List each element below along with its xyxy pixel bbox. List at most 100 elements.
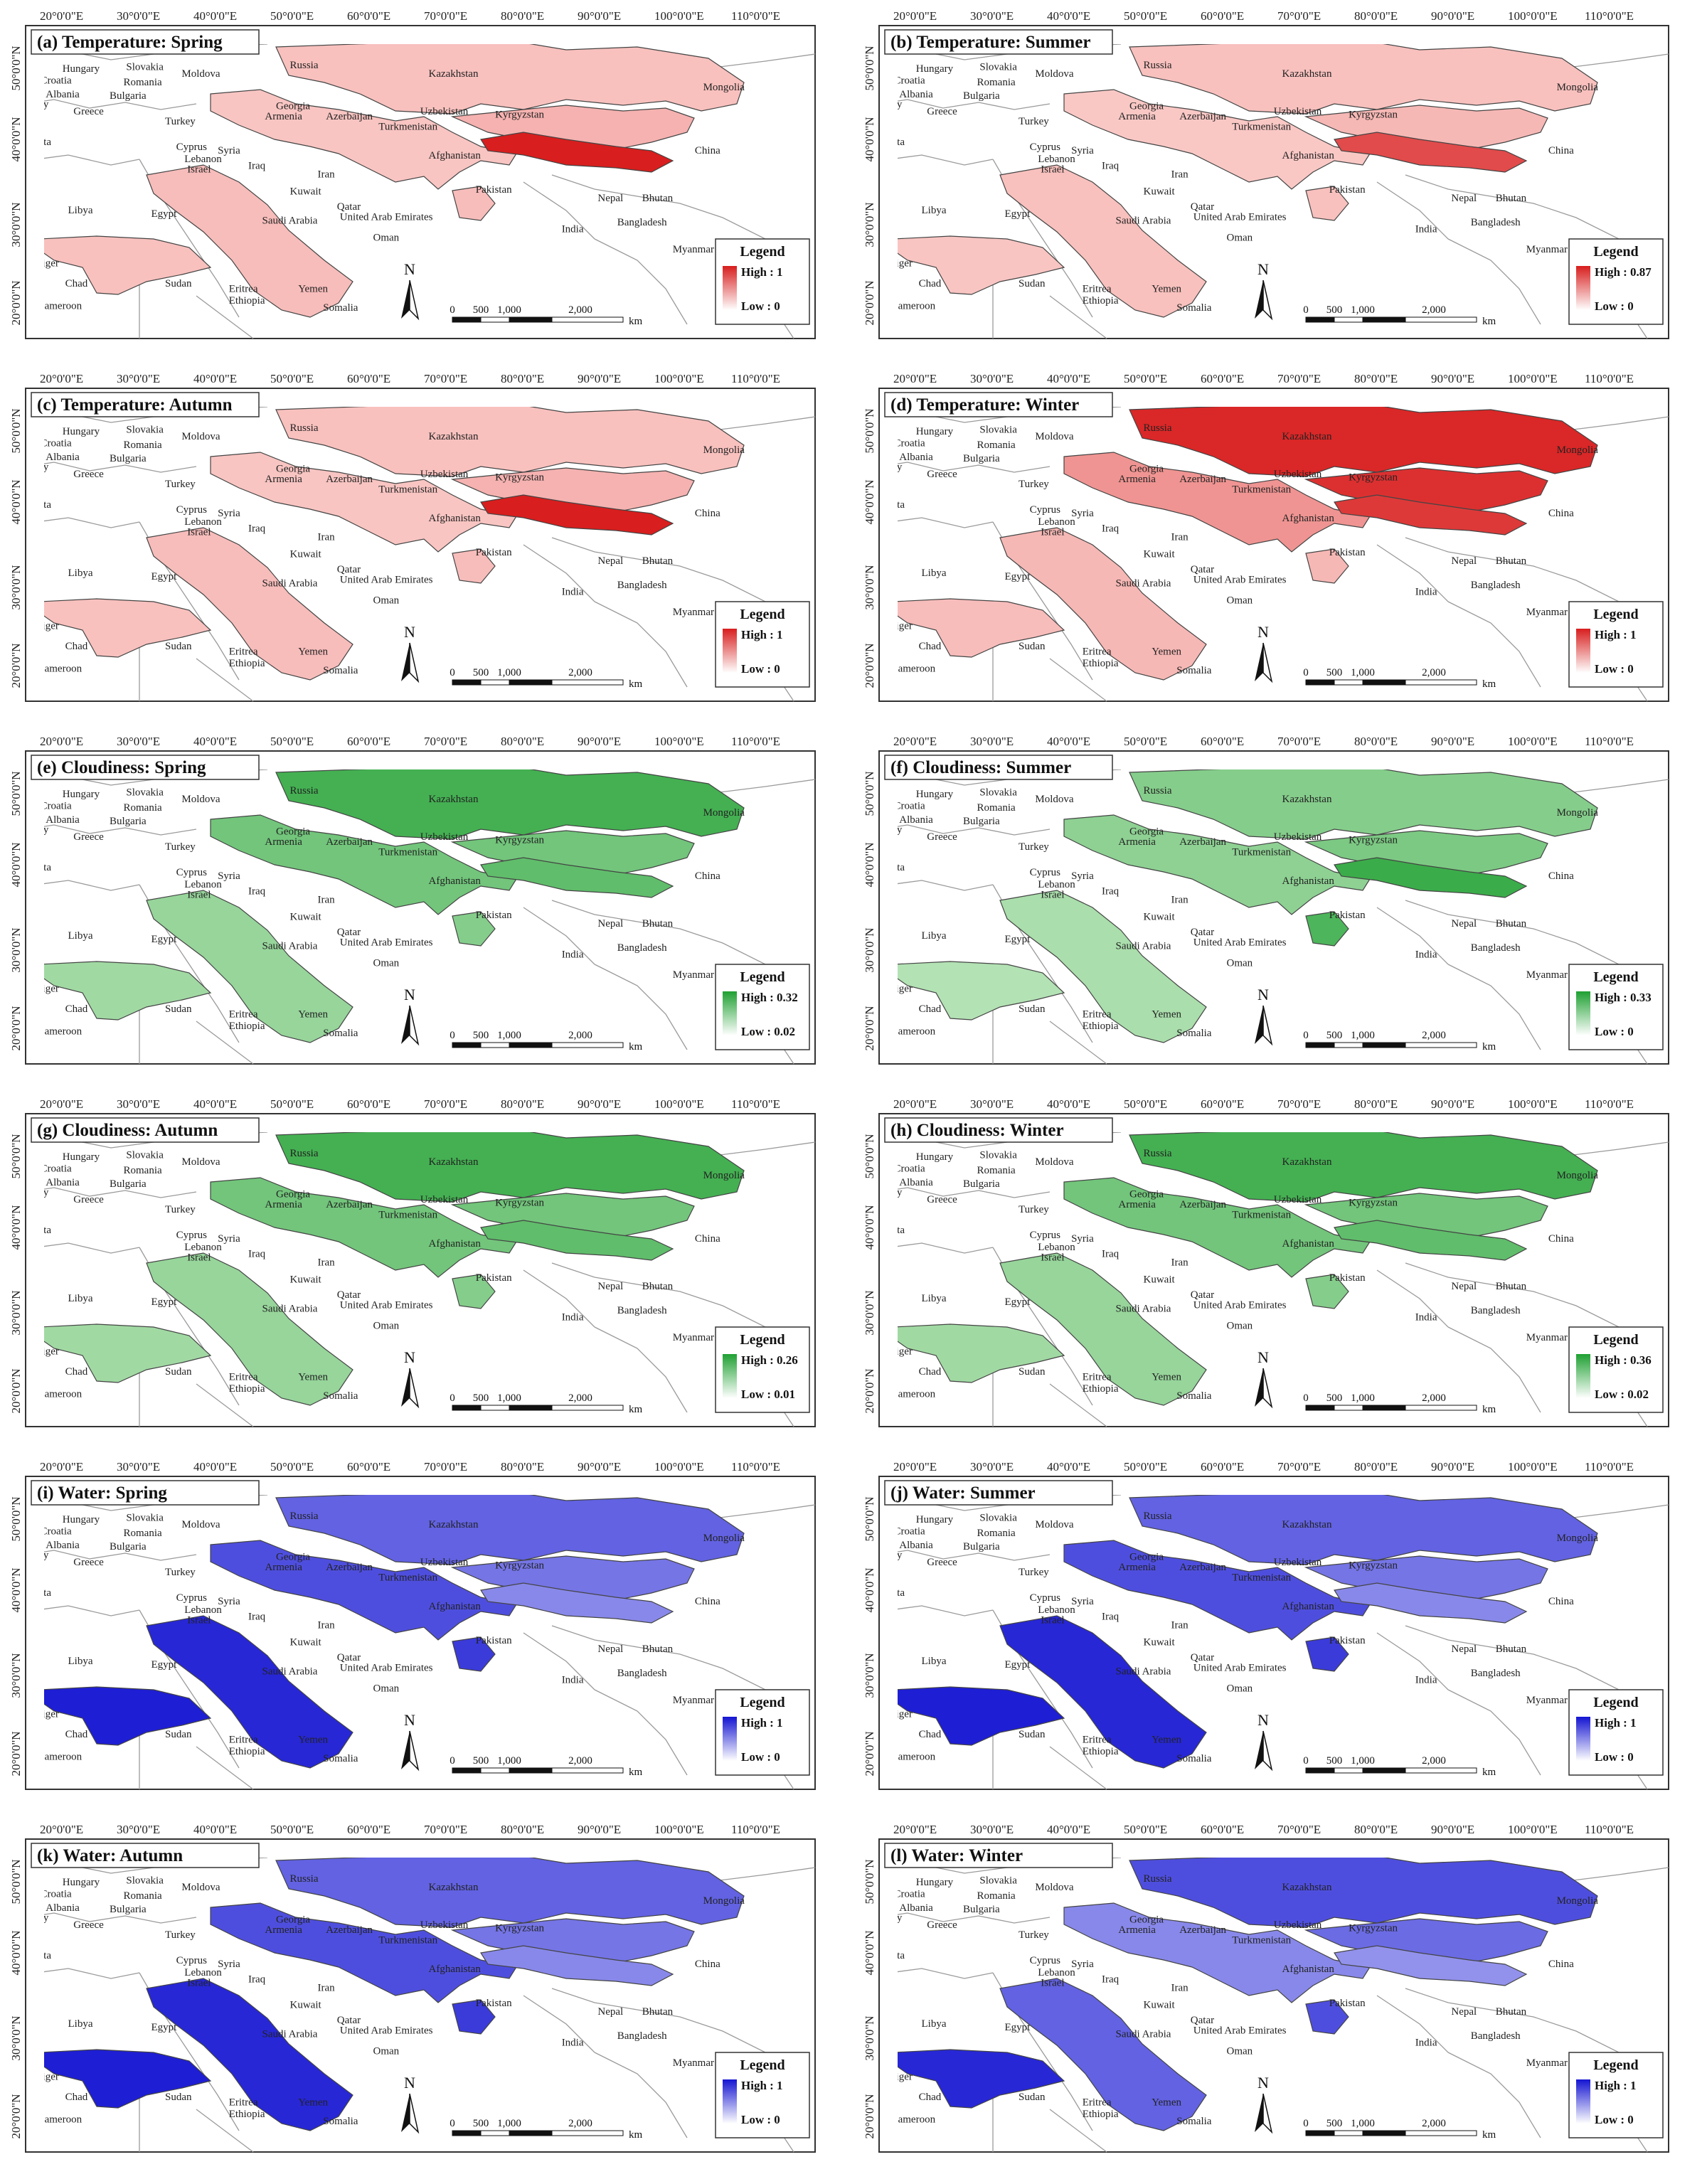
study-region [210,1902,517,2003]
study-region [1334,494,1528,536]
country-label: Kuwait [290,2000,322,2011]
longitude-label: 30°0'0"E [970,1823,1014,1836]
country-label: Oman [373,595,400,606]
country-label: Nepal [1451,2006,1477,2018]
country-label: Iran [318,1257,336,1269]
longitude-label: 90°0'0"E [578,9,621,23]
country-label: Yemen [1152,1371,1181,1383]
country-label: United Arab Emirates [340,1663,433,1674]
border-line [1561,1141,1669,1157]
country-label: Bhutan [1496,1644,1527,1655]
north-arrow-icon [401,1006,410,1044]
country-label: China [1548,1596,1574,1607]
country-label: Cyprus [1030,142,1061,153]
country-label: Romania [977,440,1016,451]
study-region [44,1686,212,1746]
country-label: Turkmenistan [1232,121,1291,132]
longitude-label: 100°0'0"E [654,9,704,23]
scale-unit: km [629,1767,643,1778]
longitude-label: 20°0'0"E [893,9,937,23]
scale-bar-segment [1305,1042,1335,1048]
country-label: Turkey [1019,479,1049,490]
longitude-label: 50°0'0"E [270,372,314,385]
longitude-label: 110°0'0"E [1585,9,1634,23]
country-label: Kyrgyzstan [1349,1923,1398,1934]
country-label: Qatar [337,201,361,213]
country-label: Pakistan [1329,910,1366,921]
longitude-label: 80°0'0"E [1354,9,1398,23]
latitude-label: 40°0'0"N [863,842,876,887]
country-label: Afghanistan [1282,513,1335,524]
scale-unit: km [1482,2129,1496,2141]
longitude-label: 90°0'0"E [1431,1097,1474,1111]
country-label: Ethiopia [1083,1383,1119,1395]
country-label: Oman [373,232,400,243]
scale-tick-label: 1,000 [497,304,521,316]
country-label: Slovakia [126,1512,164,1523]
border-line [44,517,140,528]
longitude-label: 50°0'0"E [270,9,314,23]
legend-high: High : 1 [1595,1716,1637,1730]
latitude-label: 20°0'0"N [863,1006,876,1050]
country-label: Kazakhstan [1282,1519,1332,1530]
country-label: Israel [1041,1614,1064,1626]
map-content: Russia Kazakhstan Mongolia Hungary Slovakia M… [898,769,1669,1065]
country-label: Niger [35,1708,59,1720]
country-label: Moldova [1035,794,1074,805]
scale-tick-label: 1,000 [1351,1755,1375,1767]
map-content: Russia Kazakhstan Mongolia Hungary Slovakia M… [35,1495,816,1790]
country-label: Georgia [276,1914,310,1926]
latitude-label: 20°0'0"N [863,280,876,325]
country-label: Chad [919,278,942,289]
country-label: Somalia [1176,665,1212,676]
country-label: United Arab Emirates [1193,2025,1287,2037]
border-line [1561,53,1669,69]
country-label: Lebanon [184,516,222,528]
country-label: Azerbaijan [326,111,373,122]
country-label: Georgia [1129,1189,1164,1200]
country-label: Kuwait [1144,1637,1176,1648]
border-line [44,1550,197,1561]
latitude-label: 50°0'0"N [863,1134,876,1178]
border-line [44,1968,140,1979]
border-line [196,1021,254,1065]
country-label: Russia [290,785,319,797]
scale-bar-segment [551,2130,624,2136]
country-label: Cameroon [891,300,936,311]
country-label: Bangladesh [617,580,667,591]
border-line [1049,2109,1107,2153]
border-line [708,779,816,794]
scale-tick-label: 1,000 [497,1392,521,1404]
study-region [44,2049,212,2109]
border-line [1447,238,1541,325]
country-label: Syria [218,1233,240,1245]
legend-gradient [723,1354,737,1398]
longitude-label: 80°0'0"E [1354,1823,1398,1836]
country-label: Armenia [265,836,302,848]
country-label: Armenia [265,111,302,122]
scale-unit: km [629,678,643,690]
study-region [1129,1132,1598,1203]
country-label: Syria [1071,1596,1094,1607]
country-label: Bangladesh [617,2030,667,2042]
map-content: Russia Kazakhstan Mongolia Hungary Slovakia M… [891,44,1669,339]
scale-tick-label: 2,000 [568,2118,592,2129]
latitude-label: 20°0'0"N [9,280,23,325]
country-label: Lebanon [184,1242,222,1253]
border-line [594,1326,688,1413]
country-label: Armenia [1118,1199,1156,1210]
study-region [999,890,1207,1043]
country-label: Iran [1171,1620,1189,1631]
country-label: Nepal [1451,1281,1477,1292]
latitude-label: 30°0'0"N [9,1290,23,1335]
scale-bar-segment [551,1042,624,1048]
longitude-label: 20°0'0"E [40,1097,83,1111]
panel-title-box [31,1117,260,1143]
legend-high: High : 1 [741,265,783,279]
country-label: Slovakia [979,61,1017,73]
longitude-label: 30°0'0"E [117,1823,160,1836]
country-label: Cameroon [38,1026,83,1037]
scale-bar-segment [551,1405,624,1411]
border-line [1447,1326,1541,1413]
country-label: Lebanon [1038,1967,1075,1978]
